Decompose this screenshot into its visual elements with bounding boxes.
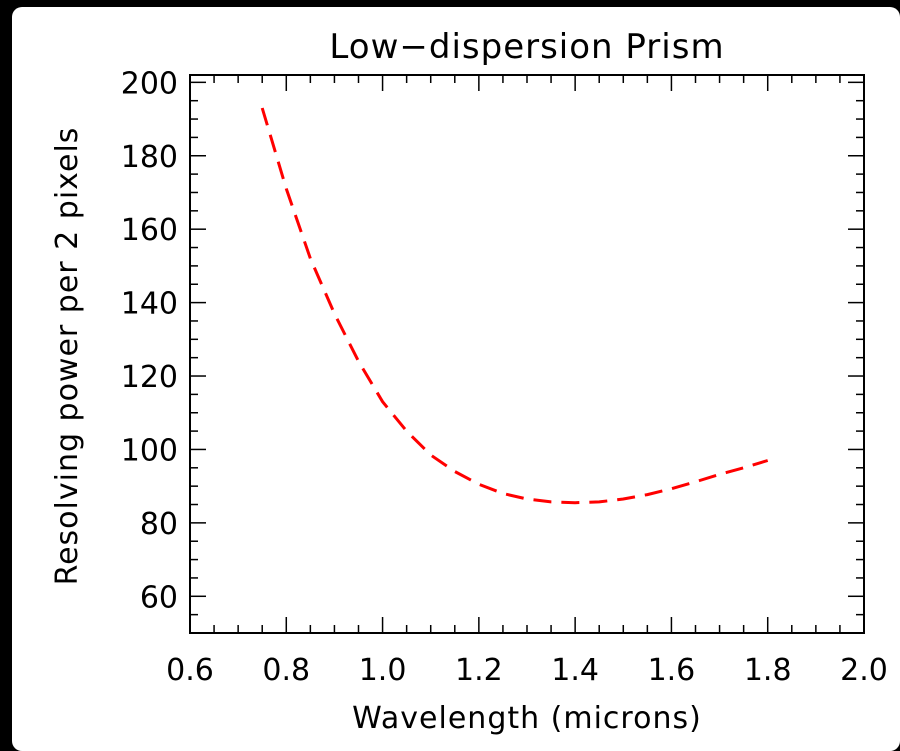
- x-tick-label: 2.0: [840, 653, 888, 688]
- x-tick-label: 1.8: [744, 653, 792, 688]
- y-tick-label: 120: [121, 360, 178, 395]
- x-tick-label: 1.6: [648, 653, 696, 688]
- y-axis-label: Resolving power per 2 pixels: [50, 127, 85, 586]
- chart-title: Low−dispersion Prism: [329, 27, 724, 67]
- series-line: [262, 108, 768, 503]
- x-axis-label: Wavelength (microns): [352, 701, 702, 736]
- x-tick-label: 1.0: [359, 653, 407, 688]
- x-tick-label: 1.2: [455, 653, 503, 688]
- tick-labels: 0.6 0.8 1.0 1.2 1.4 1.6 1.8 2.0 60 80 100 120 140 160…: [121, 66, 888, 688]
- y-tick-label: 80: [140, 507, 178, 542]
- plot-frame: [190, 75, 864, 633]
- y-tick-label: 160: [121, 213, 178, 248]
- series-layer: [262, 108, 768, 503]
- y-tick-label: 60: [140, 580, 178, 615]
- y-tick-label: 100: [121, 433, 178, 468]
- x-tick-label: 0.6: [166, 653, 214, 688]
- y-tick-label: 180: [121, 140, 178, 175]
- x-tick-label: 1.4: [551, 653, 599, 688]
- axis-ticks: [190, 75, 864, 633]
- y-tick-label: 200: [121, 66, 178, 101]
- x-tick-label: 0.8: [262, 653, 310, 688]
- y-tick-label: 140: [121, 287, 178, 322]
